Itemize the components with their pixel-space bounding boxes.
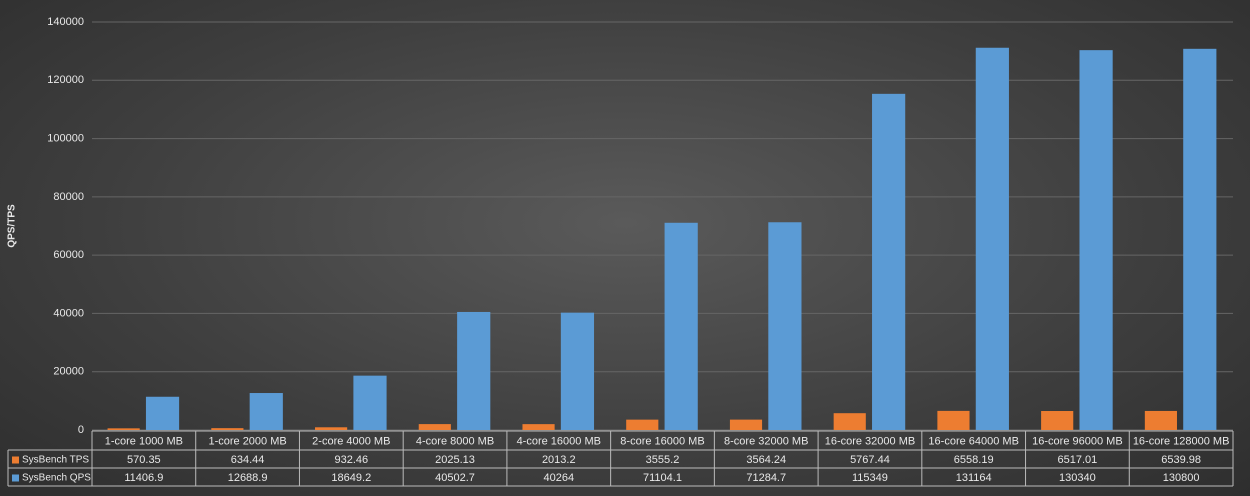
- x-tick-label: 4-core 8000 MB: [416, 435, 494, 447]
- table-cell: 115349: [852, 472, 888, 484]
- table-cell: 130340: [1059, 472, 1096, 484]
- bar: [768, 222, 802, 430]
- y-tick-label: 0: [78, 424, 84, 436]
- table-cell: 71104.1: [643, 472, 682, 484]
- table-cell: 40502.7: [435, 472, 475, 484]
- x-tick-label: 16-core 32000 MB: [825, 435, 916, 447]
- x-tick-label: 1-core 1000 MB: [105, 435, 183, 447]
- table-cell: 570.35: [127, 454, 161, 466]
- y-tick-label: 140000: [47, 16, 84, 28]
- x-tick-label: 16-core 64000 MB: [928, 435, 1019, 447]
- legend-label: SysBench TPS: [22, 455, 89, 466]
- table-cell: 5767.44: [850, 454, 890, 466]
- y-tick-label: 80000: [53, 191, 84, 203]
- table-cell: 634.44: [231, 454, 265, 466]
- bar: [872, 93, 906, 430]
- bar: [353, 375, 387, 430]
- y-tick-label: 100000: [47, 132, 84, 144]
- x-tick-label: 4-core 16000 MB: [517, 435, 601, 447]
- bar: [664, 222, 698, 430]
- table-cell: 71284.7: [746, 472, 786, 484]
- legend-key: [12, 456, 19, 464]
- table-cell: 6558.19: [954, 454, 994, 466]
- bar: [1079, 50, 1113, 430]
- table-cell: 11406.9: [124, 472, 163, 484]
- bar: [1041, 411, 1074, 430]
- bar: [249, 393, 283, 430]
- table-cell: 131164: [956, 472, 992, 484]
- bar: [107, 428, 140, 430]
- table-cell: 3555.2: [646, 454, 680, 466]
- bar: [315, 427, 348, 430]
- table-cell: 932.46: [334, 454, 368, 466]
- table-cell: 2013.2: [542, 454, 576, 466]
- legend-key: [12, 474, 19, 482]
- bar: [560, 312, 595, 430]
- bar: [145, 396, 180, 430]
- y-tick-label: 20000: [53, 366, 84, 378]
- bar: [1144, 410, 1177, 430]
- x-tick-label: 16-core 96000 MB: [1032, 435, 1123, 447]
- bar: [418, 424, 451, 430]
- table-cell: 18649.2: [331, 472, 371, 484]
- x-tick-label: 1-core 2000 MB: [208, 435, 286, 447]
- y-tick-label: 60000: [53, 249, 84, 261]
- x-tick-label: 2-core 4000 MB: [312, 435, 390, 447]
- bar: [457, 311, 491, 430]
- bar: [833, 413, 866, 430]
- table-cell: 6517.01: [1058, 454, 1098, 466]
- x-tick-label: 8-core 32000 MB: [724, 435, 808, 447]
- y-axis-title: QPS/TPS: [7, 204, 18, 248]
- x-tick-label: 8-core 16000 MB: [620, 435, 704, 447]
- table-cell: 40264: [543, 472, 574, 484]
- x-tick-label: 16-core 128000 MB: [1133, 435, 1230, 447]
- bar: [937, 410, 970, 430]
- y-tick-label: 40000: [53, 307, 84, 319]
- table-cell: 6539.98: [1161, 454, 1201, 466]
- bar: [1183, 48, 1217, 430]
- table-cell: 3564.24: [746, 454, 786, 466]
- table-cell: 130800: [1163, 472, 1200, 484]
- bar: [729, 419, 763, 430]
- bar: [522, 424, 555, 430]
- bar: [626, 419, 659, 430]
- y-tick-label: 120000: [47, 74, 84, 86]
- bar: [975, 47, 1009, 430]
- legend-label: SysBench QPS: [22, 473, 91, 484]
- bar: [211, 428, 244, 430]
- table-cell: 12688.9: [228, 472, 268, 484]
- table-cell: 2025.13: [435, 454, 475, 466]
